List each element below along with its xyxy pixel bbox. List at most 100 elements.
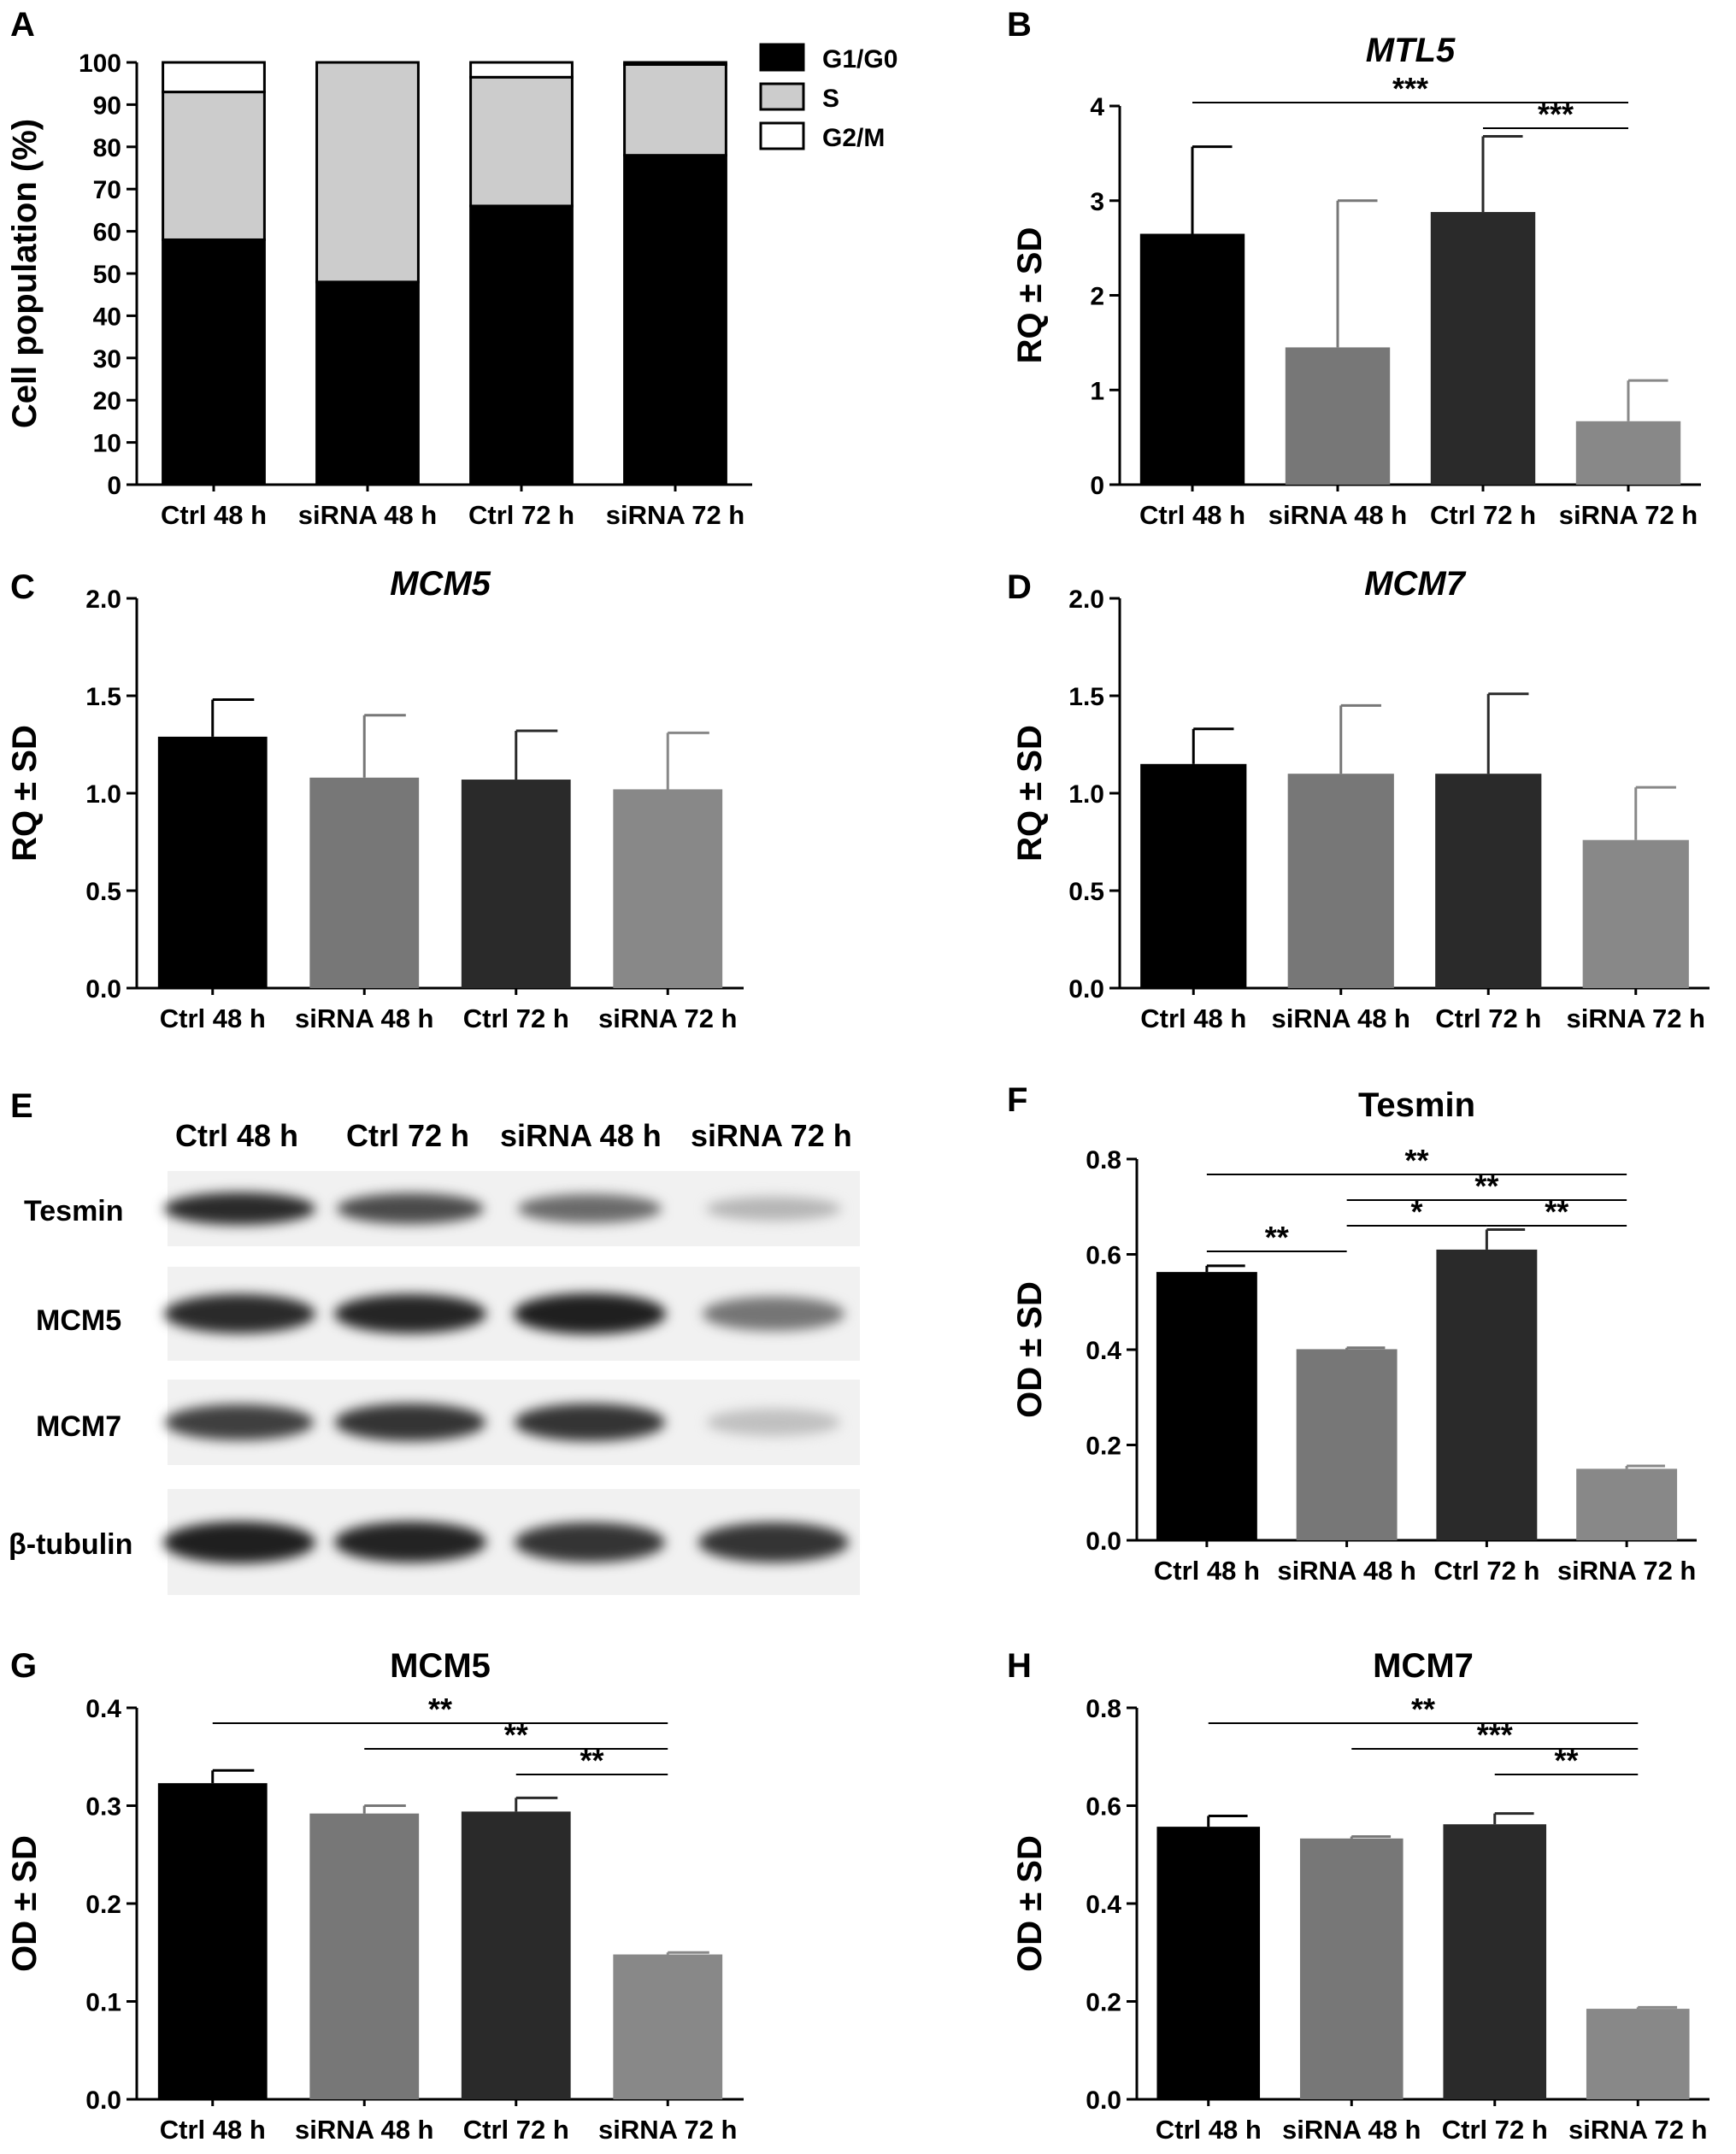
bar — [1299, 1838, 1404, 2099]
blot-band — [518, 1194, 662, 1223]
chart-title: Tesmin — [1358, 1086, 1475, 1124]
blot-band — [706, 1197, 841, 1221]
significance-label: ** — [1474, 1168, 1498, 1204]
bar — [1285, 347, 1391, 485]
significance-label: *** — [1392, 71, 1428, 106]
y-axis-label: RQ ± SD — [1011, 725, 1049, 862]
legend-label: G2/M — [822, 124, 885, 152]
stacked-bar-segment — [623, 62, 727, 157]
panel-letter: C — [10, 568, 35, 606]
y-tick-label: 1.0 — [1068, 780, 1104, 809]
bar — [461, 780, 571, 988]
x-tick-label: Ctrl 72 h — [468, 500, 574, 530]
significance-label: *** — [1538, 97, 1574, 132]
x-tick-label: Ctrl 48 h — [1139, 500, 1245, 530]
y-tick-label: 0.4 — [85, 1695, 121, 1723]
panel-letter: H — [1007, 1647, 1032, 1685]
blot-row-label: Tesmin — [24, 1195, 124, 1227]
y-tick-label: 0.6 — [1086, 1242, 1121, 1270]
y-tick-label: 0.0 — [85, 975, 121, 1003]
stacked-bar-segment — [623, 61, 727, 66]
significance-label: *** — [1477, 1717, 1513, 1752]
significance-label: ** — [428, 1692, 452, 1727]
blot-band — [707, 1409, 840, 1436]
y-tick-label: 10 — [93, 430, 121, 458]
y-axis-label: RQ ± SD — [1011, 227, 1049, 364]
bar — [1140, 763, 1247, 988]
y-tick-label: 0.5 — [1068, 878, 1104, 906]
bar — [1287, 774, 1394, 988]
blot-lane-label: siRNA 72 h — [691, 1118, 852, 1153]
panel-letter: G — [10, 1647, 37, 1685]
x-tick-label: siRNA 48 h — [1277, 1556, 1416, 1586]
bar — [1156, 1272, 1257, 1540]
y-tick-label: 0.0 — [1086, 1527, 1121, 1556]
blot-lane-label: siRNA 48 h — [500, 1118, 662, 1153]
significance-label: ** — [1265, 1220, 1289, 1255]
y-axis-label: Cell population (%) — [6, 119, 44, 428]
y-tick-label: 20 — [93, 387, 121, 415]
panel-letter: E — [10, 1087, 33, 1125]
x-tick-label: Ctrl 48 h — [161, 500, 267, 530]
bar — [157, 1783, 268, 2099]
y-tick-label: 0.2 — [1086, 1989, 1121, 2017]
blot-band — [513, 1293, 667, 1334]
blot-band — [336, 1193, 485, 1224]
x-tick-label: siRNA 48 h — [295, 2115, 434, 2145]
bar — [1296, 1349, 1398, 1540]
y-tick-label: 4 — [1090, 93, 1104, 121]
legend-label: S — [822, 85, 839, 113]
blot-lane-label: Ctrl 72 h — [346, 1118, 470, 1153]
panel-letter: A — [10, 6, 35, 44]
y-tick-label: 0.8 — [1086, 1146, 1121, 1174]
x-tick-label: Ctrl 72 h — [1442, 2115, 1548, 2145]
chart-title: MCM7 — [1364, 565, 1467, 603]
blot-band — [334, 1521, 486, 1563]
bar — [1139, 233, 1245, 485]
bar — [1435, 774, 1542, 988]
stacked-bar-segment — [315, 280, 420, 486]
significance-label: ** — [504, 1717, 528, 1752]
y-tick-label: 1.5 — [85, 683, 121, 711]
bar — [613, 789, 723, 988]
y-axis-label: RQ ± SD — [6, 725, 44, 862]
blot-lane-label: Ctrl 48 h — [175, 1118, 299, 1153]
x-tick-label: siRNA 72 h — [1566, 1003, 1705, 1033]
x-tick-label: siRNA 48 h — [1271, 1003, 1410, 1033]
x-tick-label: siRNA 72 h — [598, 1003, 738, 1033]
significance-label: ** — [580, 1743, 603, 1778]
blot-band — [698, 1521, 849, 1563]
y-tick-label: 2.0 — [1068, 586, 1104, 614]
y-tick-label: 80 — [93, 134, 121, 162]
y-tick-label: 0.0 — [1068, 975, 1104, 1003]
x-tick-label: Ctrl 72 h — [463, 2115, 569, 2145]
x-tick-label: siRNA 72 h — [1568, 2115, 1708, 2145]
chart-title: MCM7 — [1373, 1647, 1474, 1685]
x-tick-label: siRNA 48 h — [295, 1003, 434, 1033]
x-tick-label: siRNA 48 h — [1268, 500, 1408, 530]
bar — [1576, 1468, 1678, 1540]
y-axis-label: OD ± SD — [1011, 1281, 1049, 1418]
chart-title: MCM5 — [390, 1647, 491, 1685]
blot-row-label: MCM7 — [36, 1410, 122, 1443]
blot-band — [165, 1404, 314, 1441]
x-tick-label: Ctrl 48 h — [1156, 2115, 1262, 2145]
y-tick-label: 0 — [1090, 472, 1104, 500]
y-tick-label: 70 — [93, 176, 121, 204]
legend-swatch — [759, 82, 805, 111]
panel-letter: D — [1007, 568, 1032, 606]
y-tick-label: 90 — [93, 91, 121, 120]
panel-letter: F — [1007, 1081, 1027, 1119]
blot-band — [163, 1293, 315, 1334]
bar — [613, 1954, 723, 2099]
y-tick-label: 0.0 — [1086, 2086, 1121, 2115]
significance-label: ** — [1554, 1743, 1578, 1778]
bar — [1156, 1827, 1261, 2099]
chart-title: MTL5 — [1366, 32, 1456, 69]
x-tick-label: Ctrl 72 h — [1435, 1003, 1541, 1033]
x-tick-label: Ctrl 72 h — [1433, 1556, 1539, 1586]
bar — [1586, 2009, 1690, 2099]
bar — [1443, 1824, 1547, 2099]
x-tick-label: Ctrl 72 h — [463, 1003, 569, 1033]
